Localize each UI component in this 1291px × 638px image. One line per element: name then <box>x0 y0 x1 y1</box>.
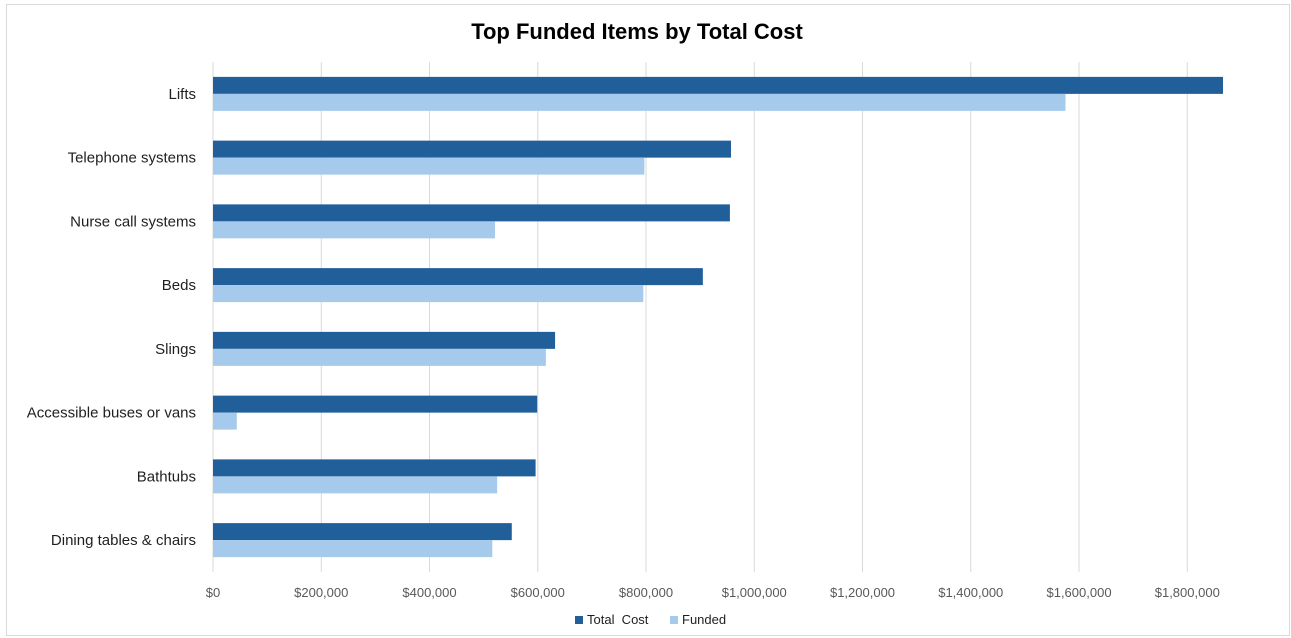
category-labels: Lifts Telephone systems Nurse call systems… <box>27 86 196 549</box>
category-label: Nurse call systems <box>70 213 196 230</box>
bar-total-cost <box>213 204 730 222</box>
bar-total-cost <box>213 140 731 158</box>
x-tick-label: $0 <box>206 585 220 600</box>
legend-swatch <box>575 616 583 624</box>
x-tick-label: $1,800,000 <box>1155 585 1220 600</box>
x-tick-label: $600,000 <box>511 585 565 600</box>
bar-funded <box>213 412 237 430</box>
gridlines <box>212 62 1188 572</box>
bar-funded <box>213 285 644 303</box>
bar-funded <box>213 348 546 366</box>
legend: Total Cost Funded <box>575 612 726 627</box>
bar-funded <box>213 221 495 239</box>
bar-total-cost <box>213 268 703 286</box>
x-tick-label: $1,000,000 <box>722 585 787 600</box>
x-tick-label: $1,400,000 <box>938 585 1003 600</box>
legend-label: Funded <box>682 612 726 627</box>
category-label: Beds <box>162 277 196 294</box>
category-label: Accessible buses or vans <box>27 405 196 422</box>
category-label: Dining tables & chairs <box>51 532 196 549</box>
x-tick-label: $400,000 <box>402 585 456 600</box>
bar-total-cost <box>213 331 556 349</box>
x-tick-label: $800,000 <box>619 585 673 600</box>
x-tick-labels: $0 $200,000 $400,000 $600,000 $800,000 $1,000… <box>206 585 1220 600</box>
bar-total-cost <box>213 395 538 413</box>
chart-title: Top Funded Items by Total Cost <box>471 19 803 44</box>
legend-swatch <box>670 616 678 624</box>
x-tick-label: $1,200,000 <box>830 585 895 600</box>
category-label: Telephone systems <box>68 150 196 167</box>
bar-total-cost <box>213 523 512 541</box>
legend-label: Total Cost <box>587 612 649 627</box>
bars <box>213 76 1223 558</box>
bar-funded <box>213 476 498 494</box>
x-tick-label: $1,600,000 <box>1046 585 1111 600</box>
category-label: Slings <box>155 341 196 358</box>
bar-funded <box>213 157 645 175</box>
bar-total-cost <box>213 459 536 477</box>
category-label: Bathtubs <box>137 468 196 485</box>
bar-total-cost <box>213 76 1223 94</box>
category-label: Lifts <box>168 86 196 103</box>
bar-funded <box>213 540 493 558</box>
x-tick-label: $200,000 <box>294 585 348 600</box>
bar-funded <box>213 93 1066 111</box>
